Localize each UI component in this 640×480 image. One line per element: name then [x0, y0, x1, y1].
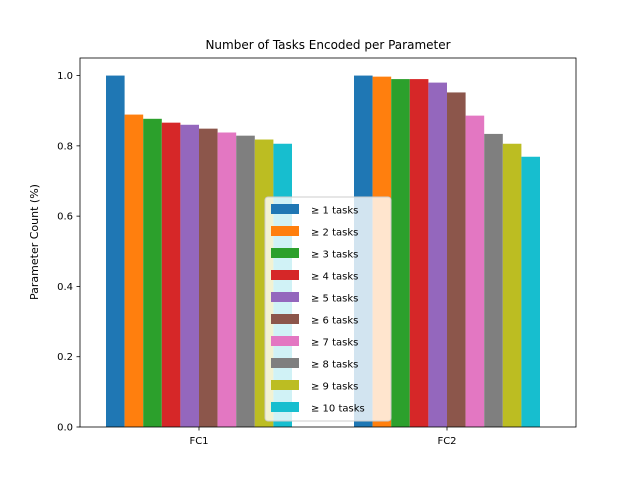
- bar-9-fc2: [502, 143, 522, 427]
- legend-swatch: [271, 336, 299, 346]
- y-tick-label: 1.0: [57, 71, 73, 82]
- legend-label: ≥ 2 tasks: [311, 228, 358, 239]
- bar-10-fc2: [521, 156, 540, 427]
- bar-3-fc1: [143, 118, 162, 428]
- x-tick-label: FC2: [437, 436, 456, 447]
- legend-swatch: [271, 270, 299, 280]
- chart-title: Number of Tasks Encoded per Parameter: [205, 38, 450, 52]
- y-axis-title: Parameter Count (%): [28, 184, 41, 300]
- plot-frame: [79, 57, 577, 428]
- y-tick-label: 0.2: [57, 352, 73, 363]
- legend-label: ≥ 3 tasks: [311, 250, 358, 261]
- legend-swatch: [271, 204, 299, 214]
- bar-1-fc1: [106, 75, 125, 427]
- bar-3-fc2: [391, 79, 410, 427]
- bar-8-fc1: [236, 135, 255, 428]
- axes-group: 0.0 0.2 0.4 0.6 0.8 1.0 FC1 FC2: [57, 57, 577, 447]
- y-tick-label: 0.0: [57, 423, 73, 434]
- legend-label: ≥ 6 tasks: [311, 316, 358, 327]
- bar-5-fc1: [180, 124, 199, 428]
- bar-8-fc2: [484, 133, 503, 427]
- bar-2-fc1: [124, 114, 144, 427]
- bar-7-fc2: [465, 115, 485, 427]
- legend-swatch: [271, 226, 299, 236]
- legend-label: ≥ 10 tasks: [311, 404, 365, 415]
- legend-swatch: [271, 248, 299, 258]
- bar-6-fc2: [447, 92, 466, 427]
- legend-label: ≥ 8 tasks: [311, 360, 358, 371]
- legend-label: ≥ 5 tasks: [311, 294, 358, 305]
- y-tick-label: 0.4: [57, 282, 73, 293]
- y-tick-label: 0.8: [57, 141, 73, 152]
- legend-swatch: [271, 380, 299, 390]
- legend-label: ≥ 4 tasks: [311, 272, 358, 283]
- legend-label: ≥ 1 tasks: [311, 206, 358, 217]
- legend-swatch: [271, 358, 299, 368]
- legend-swatch: [271, 292, 299, 302]
- x-tick-label: FC1: [189, 436, 208, 447]
- bar-4-fc1: [161, 122, 181, 427]
- bar-7-fc1: [217, 132, 237, 427]
- legend-label: ≥ 9 tasks: [311, 382, 358, 393]
- legend-label: ≥ 7 tasks: [311, 338, 358, 349]
- bar-6-fc1: [199, 128, 218, 427]
- bar-4-fc2: [409, 79, 429, 427]
- legend: ≥ 1 tasks ≥ 2 tasks ≥ 3 tasks ≥ 4 tasks ≥ 5 …: [264, 196, 392, 422]
- legend-swatch: [271, 402, 299, 412]
- legend-swatch: [271, 314, 299, 324]
- bar-5-fc2: [428, 82, 447, 427]
- y-tick-label: 0.6: [57, 212, 73, 223]
